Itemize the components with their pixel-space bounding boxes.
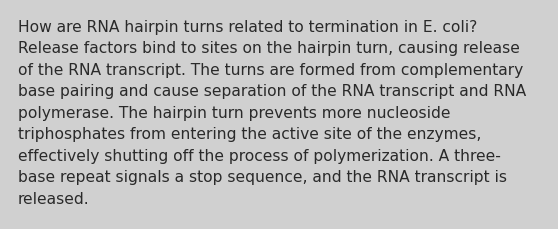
Text: effectively shutting off the process of polymerization. A three-: effectively shutting off the process of … xyxy=(18,148,501,163)
Text: base pairing and cause separation of the RNA transcript and RNA: base pairing and cause separation of the… xyxy=(18,84,526,99)
Text: base repeat signals a stop sequence, and the RNA transcript is: base repeat signals a stop sequence, and… xyxy=(18,170,507,185)
Text: released.: released. xyxy=(18,191,90,206)
Text: How are RNA hairpin turns related to termination in E. coli?: How are RNA hairpin turns related to ter… xyxy=(18,20,478,35)
Text: Release factors bind to sites on the hairpin turn, causing release: Release factors bind to sites on the hai… xyxy=(18,41,520,56)
Text: triphosphates from entering the active site of the enzymes,: triphosphates from entering the active s… xyxy=(18,127,482,142)
Text: of the RNA transcript. The turns are formed from complementary: of the RNA transcript. The turns are for… xyxy=(18,63,523,78)
Text: polymerase. The hairpin turn prevents more nucleoside: polymerase. The hairpin turn prevents mo… xyxy=(18,106,450,120)
